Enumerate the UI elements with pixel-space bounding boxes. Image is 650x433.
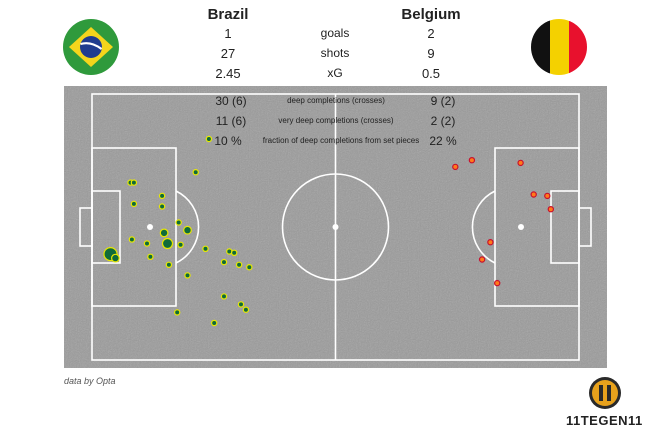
brazil-completion-point bbox=[175, 219, 182, 226]
home-shots: 27 bbox=[220, 46, 236, 61]
away-goals: 2 bbox=[427, 26, 435, 41]
home-set-piece-fraction: 10 % bbox=[214, 134, 242, 148]
away-xg: 0.5 bbox=[421, 66, 441, 81]
away-deep-completions: 9 (2) bbox=[430, 94, 456, 108]
brazil-completion-point bbox=[235, 261, 243, 268]
brazil-completion-point bbox=[192, 168, 199, 176]
brazil-flag-icon bbox=[63, 19, 119, 75]
brand-name: 11TEGEN11 bbox=[566, 413, 643, 428]
brazil-completion-point bbox=[111, 253, 120, 263]
away-team-name: Belgium bbox=[401, 6, 461, 23]
brazil-completion-point bbox=[210, 319, 218, 327]
brazil-completion-point bbox=[184, 272, 191, 279]
brazil-completion-point bbox=[128, 236, 136, 243]
belgium-completion-point bbox=[452, 163, 459, 171]
brazil-completion-point bbox=[158, 203, 166, 210]
brazil-completion-point bbox=[161, 237, 174, 250]
brazil-completion-point bbox=[165, 261, 173, 268]
brazil-completion-point bbox=[242, 306, 250, 313]
goals-label: goals bbox=[320, 26, 350, 40]
belgium-completion-point bbox=[530, 191, 537, 198]
belgium-completion-point bbox=[478, 256, 486, 263]
soccer-jersey-11-logo-icon bbox=[588, 376, 622, 410]
very-deep-completions-label: very deep completions (crosses) bbox=[278, 116, 394, 125]
brazil-completion-point bbox=[159, 228, 169, 238]
brazil-completion-point bbox=[158, 192, 166, 200]
brazil-completion-point bbox=[143, 240, 151, 247]
xg-label: xG bbox=[327, 66, 343, 80]
belgium-completion-point bbox=[494, 279, 501, 287]
belgium-flag-icon bbox=[531, 19, 587, 75]
away-set-piece-fraction: 22 % bbox=[429, 134, 457, 148]
belgium-completion-point bbox=[544, 192, 551, 200]
away-shots: 9 bbox=[427, 46, 435, 61]
brazil-completion-point bbox=[173, 309, 181, 316]
brazil-completion-point bbox=[202, 245, 209, 252]
brazil-completion-point bbox=[220, 293, 228, 300]
brazil-completion-point bbox=[220, 258, 228, 266]
brazil-completion-point bbox=[130, 179, 138, 186]
brazil-completion-point bbox=[177, 241, 184, 248]
brazil-completion-point bbox=[147, 253, 154, 260]
belgium-completion-point bbox=[517, 159, 524, 167]
home-deep-completions: 30 (6) bbox=[215, 94, 247, 108]
brazil-completion-point bbox=[237, 301, 245, 308]
brazil-completion-point bbox=[130, 200, 138, 208]
home-xg: 2.45 bbox=[215, 66, 241, 81]
belgium-completion-point bbox=[468, 156, 476, 164]
away-very-deep-completions: 2 (2) bbox=[430, 114, 456, 128]
belgium-completion-point bbox=[487, 238, 494, 246]
brazil-completion-point bbox=[205, 135, 213, 143]
belgium-completion-point bbox=[547, 205, 554, 213]
brazil-completion-point bbox=[246, 263, 253, 271]
set-piece-fraction-label: fraction of deep completions from set pi… bbox=[262, 136, 420, 145]
home-team-name: Brazil bbox=[207, 6, 249, 23]
home-very-deep-completions: 11 (6) bbox=[215, 114, 247, 128]
deep-completions-label: deep completions (crosses) bbox=[287, 96, 385, 105]
pitch bbox=[64, 86, 607, 368]
brazil-completion-point bbox=[230, 249, 238, 256]
home-goals: 1 bbox=[224, 26, 232, 41]
shots-label: shots bbox=[320, 46, 350, 60]
brazil-completion-point bbox=[183, 225, 192, 235]
data-credit: data by Opta bbox=[64, 376, 116, 386]
